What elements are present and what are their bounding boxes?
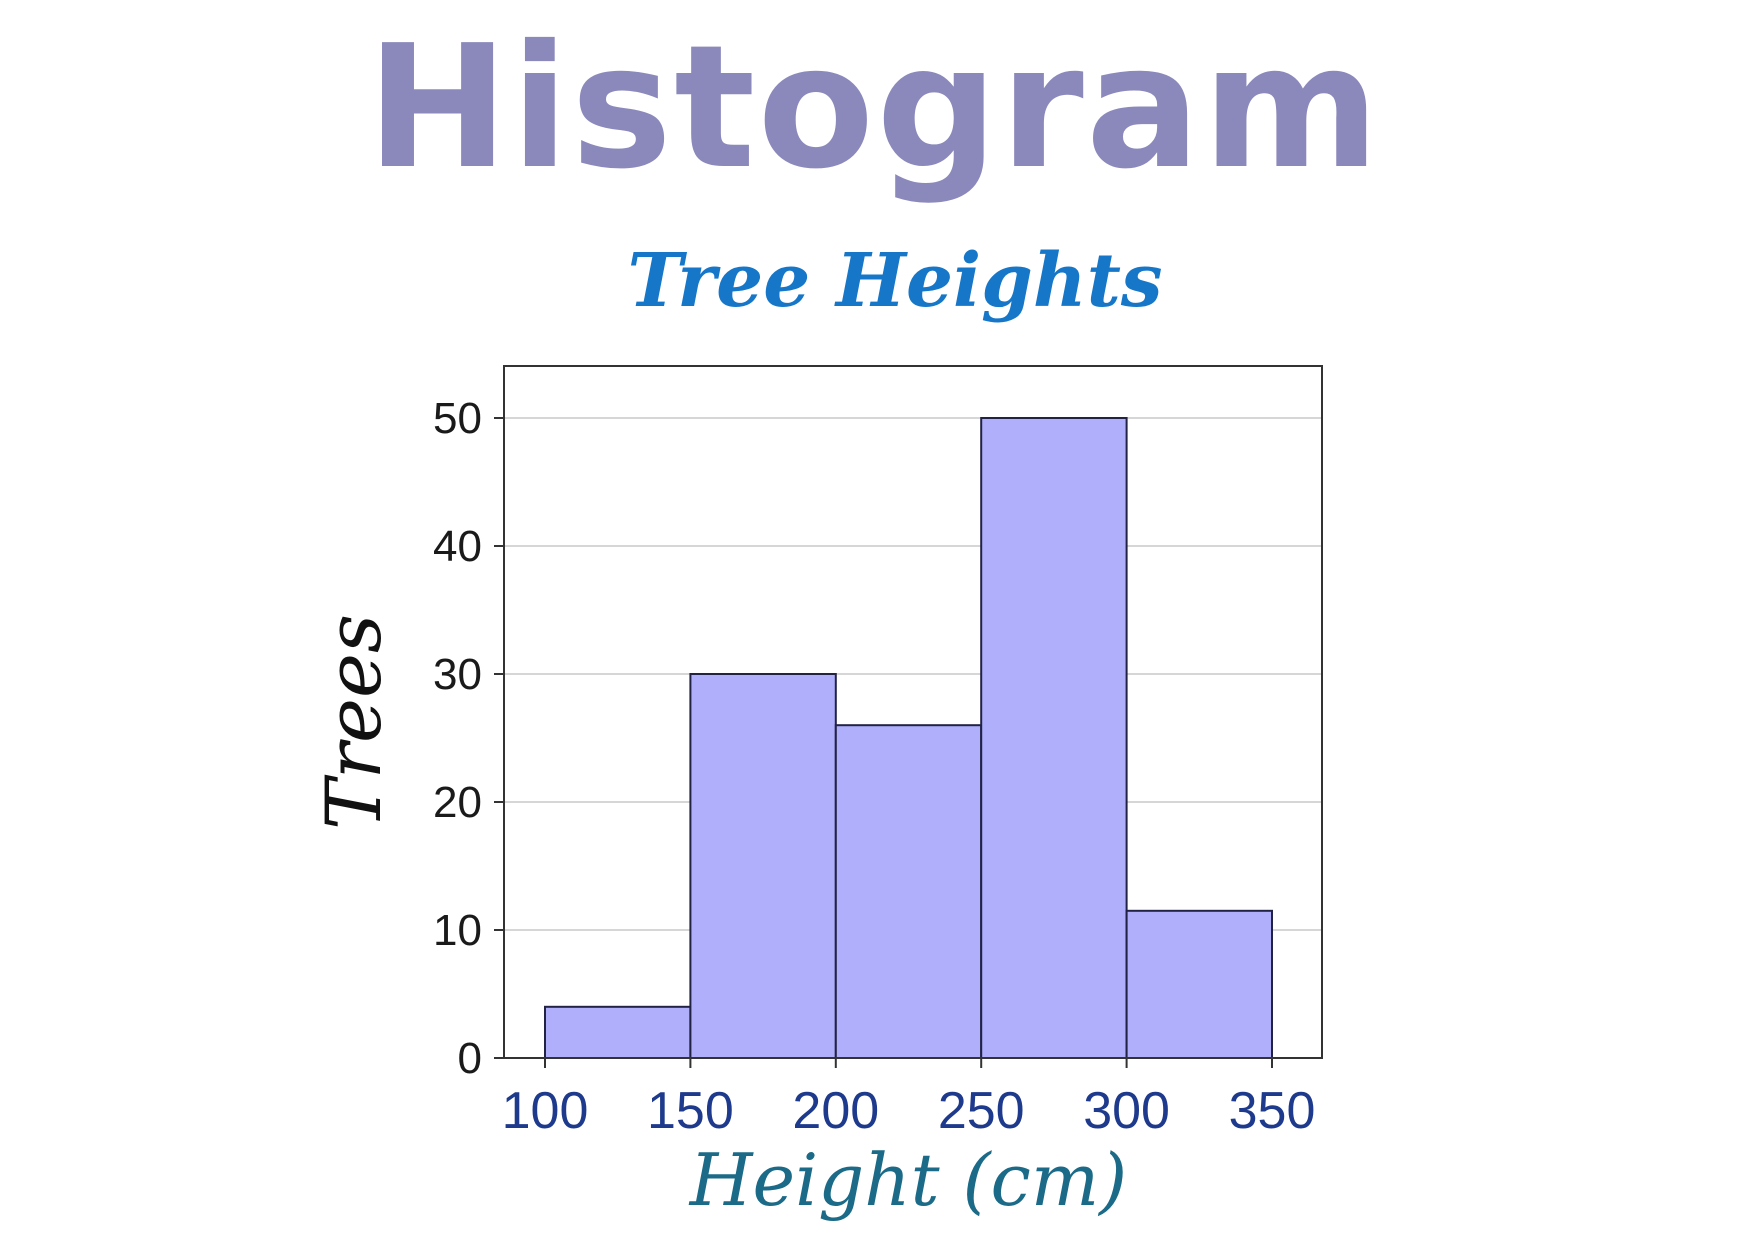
bar-200-250 (836, 725, 981, 1058)
x-tick-label: 200 (792, 1082, 879, 1140)
y-tick-label: 0 (458, 1034, 482, 1083)
x-tick-label: 100 (502, 1082, 589, 1140)
y-tick-label: 30 (433, 650, 482, 699)
bar-100-150 (545, 1007, 690, 1058)
y-axis-ticks: 0 10 20 30 40 50 (433, 394, 504, 1083)
x-tick-label: 350 (1229, 1082, 1316, 1140)
y-tick-label: 10 (433, 906, 482, 955)
x-axis-ticks: 100 150 200 250 300 350 (502, 1058, 1316, 1140)
y-tick-label: 20 (433, 778, 482, 827)
bar-300-350 (1127, 911, 1272, 1058)
histogram-bars (545, 418, 1272, 1058)
bar-250-300 (981, 418, 1126, 1058)
x-tick-label: 300 (1083, 1082, 1170, 1140)
bar-150-200 (690, 674, 835, 1058)
y-tick-label: 50 (433, 394, 482, 443)
x-tick-label: 250 (938, 1082, 1025, 1140)
y-axis-title: Trees (309, 614, 398, 830)
y-tick-label: 40 (433, 522, 482, 571)
x-tick-label: 150 (647, 1082, 734, 1140)
x-axis-title: Height (cm) (688, 1138, 1127, 1222)
